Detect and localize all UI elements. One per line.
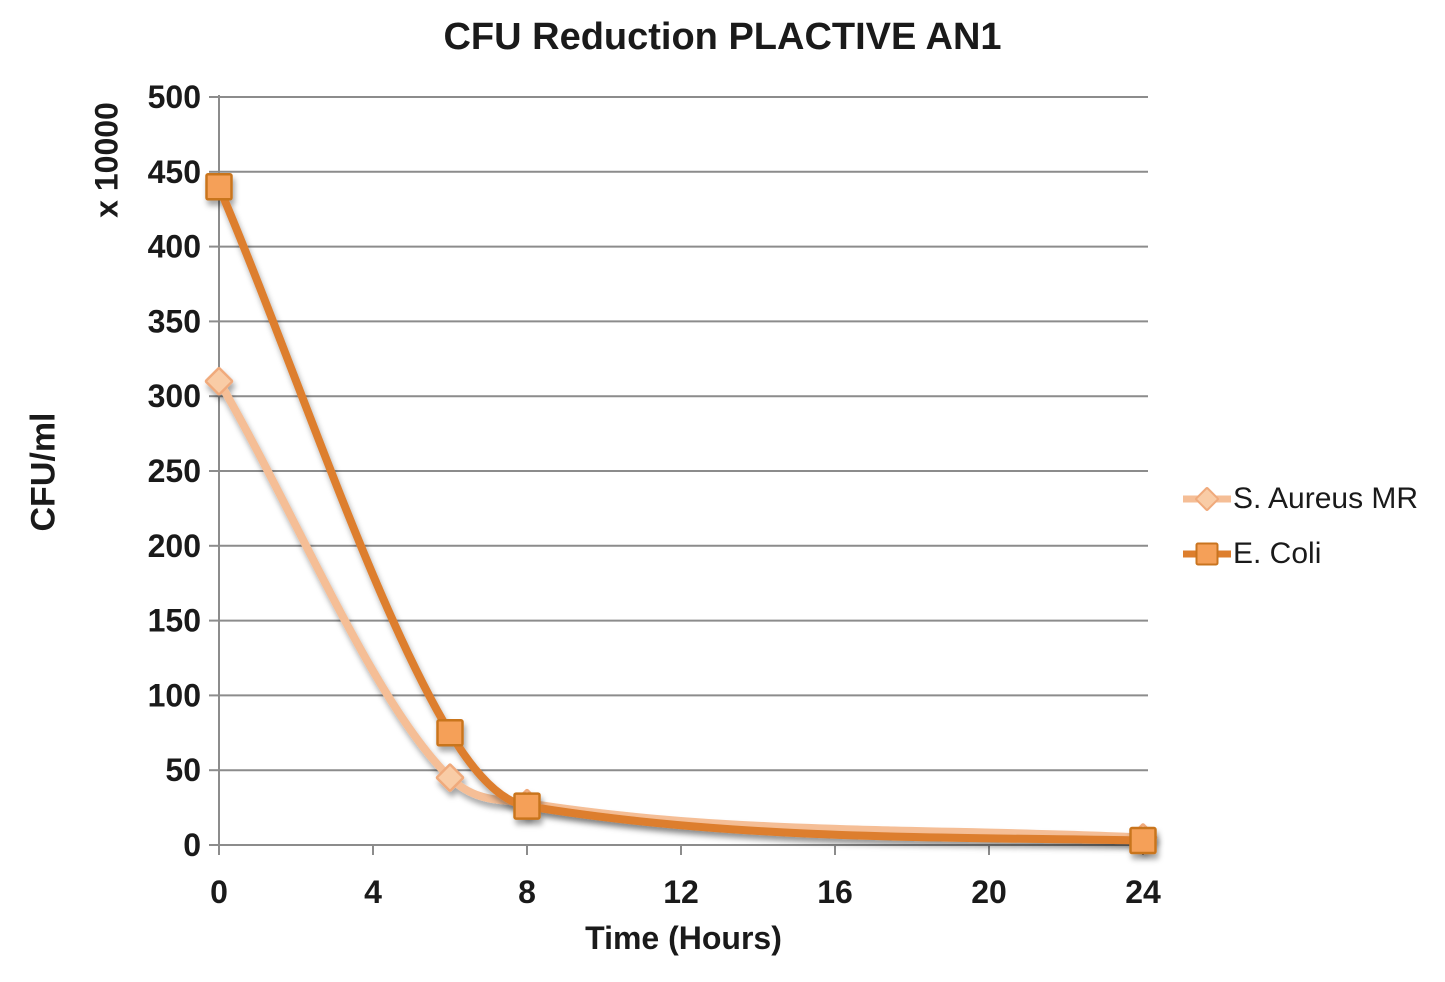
data-point-marker [1129,826,1157,855]
legend-item-s-aureus-mr: S. Aureus MR [1179,481,1419,517]
data-point-marker [205,173,233,201]
legend-label: E. Coli [1233,537,1322,570]
series-line-e-coli [215,182,1147,845]
x-axis-title: Time (Hours) [585,920,782,956]
y-tick-label: 200 [148,528,201,564]
y-tick-label: 350 [148,303,201,339]
chart-title: CFU Reduction PLACTIVE AN1 [443,16,1002,58]
y-axis-title: CFU/ml [24,412,63,532]
legend: S. Aureus MR E. Coli [1179,481,1419,572]
y-tick-label: 400 [148,229,201,265]
data-point-marker [436,719,464,747]
s-aureus-diamond-legend-icon [1179,481,1235,517]
y-tick-label: 100 [148,677,201,713]
data-point-marker [204,366,234,396]
y-tick-label: 300 [148,378,201,414]
tick-labels: 0 50 100 150 200 250 300 350 400 450 500 0 4 8 12 16 20 2… [148,79,1161,910]
y-tick-label: 500 [148,79,201,115]
x-tick-label: 0 [210,874,228,910]
axes [209,95,1144,855]
data-point-marker [513,792,541,820]
data-point-marker [1195,487,1219,511]
x-tick-label: 16 [817,874,853,910]
y-tick-label: 150 [148,603,201,639]
y-axis-multiplier-label: x 10000 [88,102,125,218]
legend-item-e-coli: E. Coli [1179,536,1418,572]
y-tick-label: 0 [183,827,201,863]
y-tick-label: 250 [148,453,201,489]
legend-label: S. Aureus MR [1233,482,1419,515]
x-tick-label: 4 [364,874,382,910]
x-tick-label: 12 [663,874,699,910]
e-coli-square-legend-icon [1179,536,1235,572]
data-point-marker [1195,542,1219,566]
y-tick-label: 450 [148,154,201,190]
data-series [204,173,1158,855]
gridlines [219,96,1148,846]
x-tick-label: 20 [971,874,1007,910]
y-tick-label: 50 [165,752,201,788]
x-tick-label: 8 [518,874,536,910]
series-line-s-aureus-mr [215,377,1147,842]
x-tick-label: 24 [1125,874,1161,910]
data-point-marker [435,763,465,792]
